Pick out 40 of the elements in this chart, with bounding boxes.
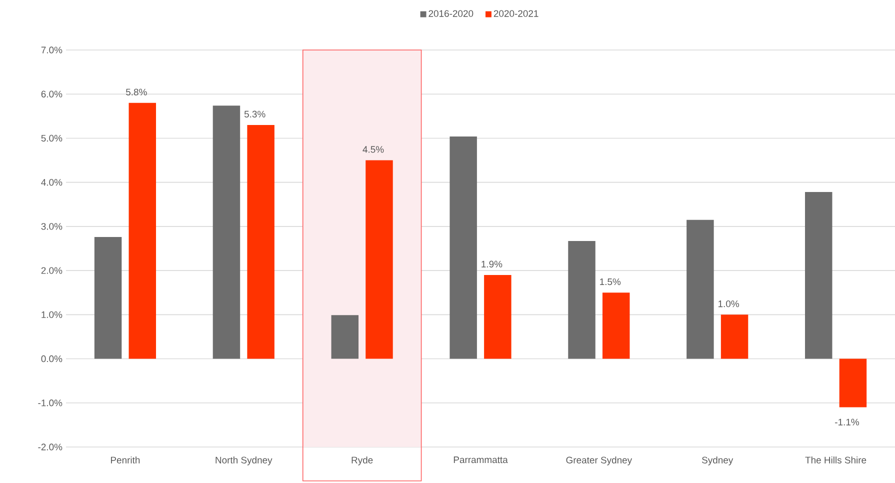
y-tick-label: -1.0% (38, 400, 62, 406)
bar (331, 315, 359, 359)
x-tick-label: The Hills Shire (805, 456, 866, 464)
y-tick-label: 2.0% (41, 267, 62, 274)
x-tick-label: Sydney (702, 456, 734, 466)
bar (94, 237, 122, 359)
bar (128, 102, 156, 359)
x-tick-label: Greater Sydney (566, 456, 632, 466)
x-tick-label: Penrith (111, 456, 140, 464)
data-label: 1.5% (600, 278, 621, 286)
bar (602, 292, 630, 359)
y-tick-label: 1.0% (42, 311, 62, 318)
bar (247, 124, 274, 359)
y-tick-label: 6.0% (41, 90, 62, 98)
legend-label: 2016-2020 (428, 10, 474, 17)
data-label: -1.1% (835, 418, 860, 426)
x-tick-label: North Sydney (216, 456, 272, 466)
data-label: 4.5% (362, 146, 384, 153)
bar (484, 274, 512, 359)
y-tick-label: 3.0% (41, 223, 62, 230)
data-label: 1.9% (482, 260, 502, 268)
bar (450, 136, 477, 359)
data-label: 5.8% (126, 88, 147, 96)
data-label: 5.3% (244, 110, 266, 118)
legend-label: 2020-2021 (494, 10, 538, 17)
x-tick-label: Ryde (352, 456, 373, 466)
y-tick-label: 0.0% (41, 355, 62, 362)
x-tick-label: Parrammatta (454, 456, 508, 464)
bar (568, 241, 596, 359)
bar (366, 160, 393, 359)
data-label: 1.0% (718, 300, 740, 308)
y-tick-label: 5.0% (41, 134, 62, 142)
y-tick-label: 4.0% (41, 178, 62, 186)
bar (805, 192, 832, 359)
bar (720, 314, 748, 359)
y-tick-label: 7.0% (41, 46, 62, 54)
bar (212, 106, 240, 359)
y-tick-label: -2.0% (38, 444, 62, 450)
bar (686, 220, 714, 359)
bar (839, 358, 867, 408)
